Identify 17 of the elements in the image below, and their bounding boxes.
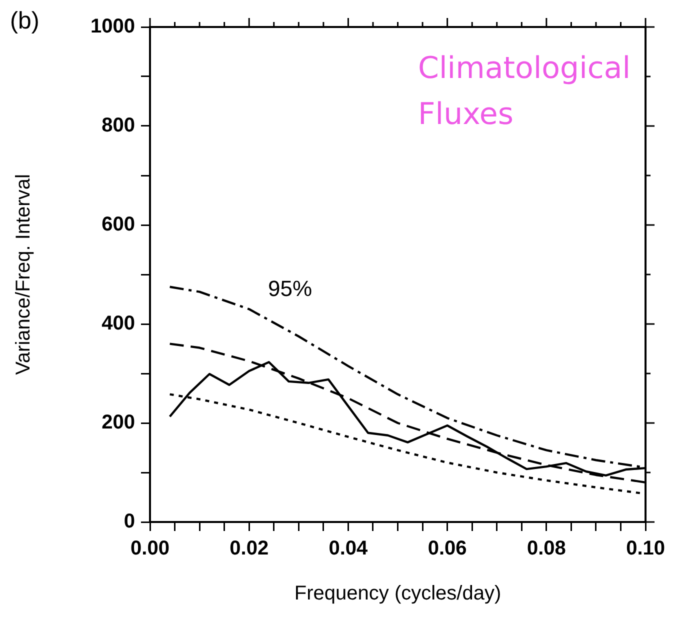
x-tick-label: 0.04 bbox=[328, 538, 369, 560]
chart-title: (b) bbox=[10, 8, 40, 35]
annotation: Climatological Fluxes bbox=[418, 50, 631, 132]
y-tick-label: 400 bbox=[102, 312, 135, 335]
x-tick-label: 0.02 bbox=[230, 538, 269, 560]
y-axis-title: Variance/Freq. Interval bbox=[12, 174, 35, 375]
x-tick-label: 0.06 bbox=[428, 538, 467, 560]
x-tick-label: 0.00 bbox=[130, 538, 170, 560]
x-tick-label: 0.10 bbox=[626, 538, 666, 560]
y-tick-label: 600 bbox=[102, 214, 135, 236]
x-axis-title: Frequency (cycles/day) bbox=[294, 582, 502, 605]
y-tick-label: 800 bbox=[102, 114, 135, 137]
annotation: 95% bbox=[268, 276, 312, 302]
x-tick-label: 0.08 bbox=[526, 538, 566, 560]
y-tick-label: 1000 bbox=[90, 16, 135, 38]
y-tick-label: 200 bbox=[102, 412, 135, 434]
y-tick-label: 0 bbox=[124, 510, 135, 533]
